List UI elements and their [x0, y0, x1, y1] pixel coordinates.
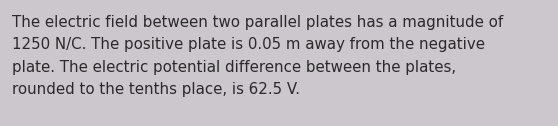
Text: The electric field between two parallel plates has a magnitude of
1250 N/C. The : The electric field between two parallel …: [12, 15, 503, 97]
